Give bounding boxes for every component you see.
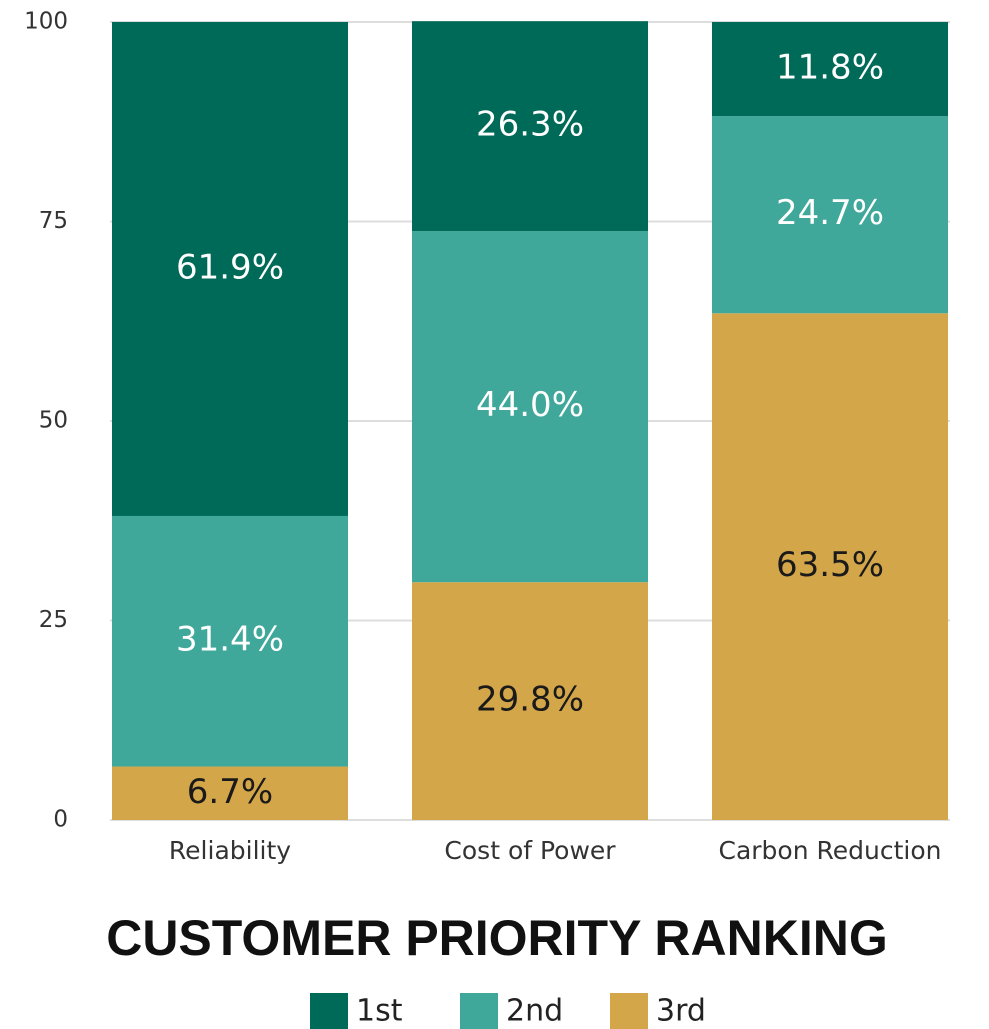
bar-segment	[112, 766, 348, 820]
chart-title: CUSTOMER PRIORITY RANKING	[106, 910, 888, 966]
value-label: 29.8%	[476, 680, 584, 720]
value-label: 63.5%	[776, 545, 884, 585]
bar-segment	[112, 22, 348, 516]
legend-label: 3rd	[656, 994, 706, 1029]
value-label: 24.7%	[776, 193, 884, 233]
y-tick-label: 100	[24, 9, 68, 35]
bar-segment	[412, 231, 648, 583]
bar-segment	[412, 582, 648, 820]
value-label: 61.9%	[176, 247, 284, 287]
value-label: 11.8%	[776, 48, 884, 88]
legend-label: 1st	[356, 994, 403, 1029]
bar-segment	[712, 313, 948, 820]
legend-label: 2nd	[506, 994, 563, 1029]
legend-swatch	[310, 993, 348, 1029]
bar-segment	[712, 22, 948, 117]
legend-swatch	[460, 993, 498, 1029]
bar-segment	[412, 21, 648, 232]
bar-segment	[112, 515, 348, 767]
value-label: 26.3%	[476, 105, 584, 145]
y-tick-label: 50	[39, 408, 68, 434]
x-tick-label: Reliability	[169, 836, 291, 865]
x-tick-label: Carbon Reduction	[719, 836, 942, 865]
y-tick-label: 75	[39, 208, 68, 234]
legend-swatch	[610, 993, 648, 1029]
x-tick-label: Cost of Power	[444, 836, 616, 865]
value-label: 6.7%	[187, 772, 273, 812]
value-label: 44.0%	[476, 385, 584, 425]
value-label: 31.4%	[176, 620, 284, 660]
y-tick-label: 25	[39, 607, 68, 633]
y-tick-label: 0	[53, 807, 68, 833]
bar-segment	[712, 116, 948, 314]
